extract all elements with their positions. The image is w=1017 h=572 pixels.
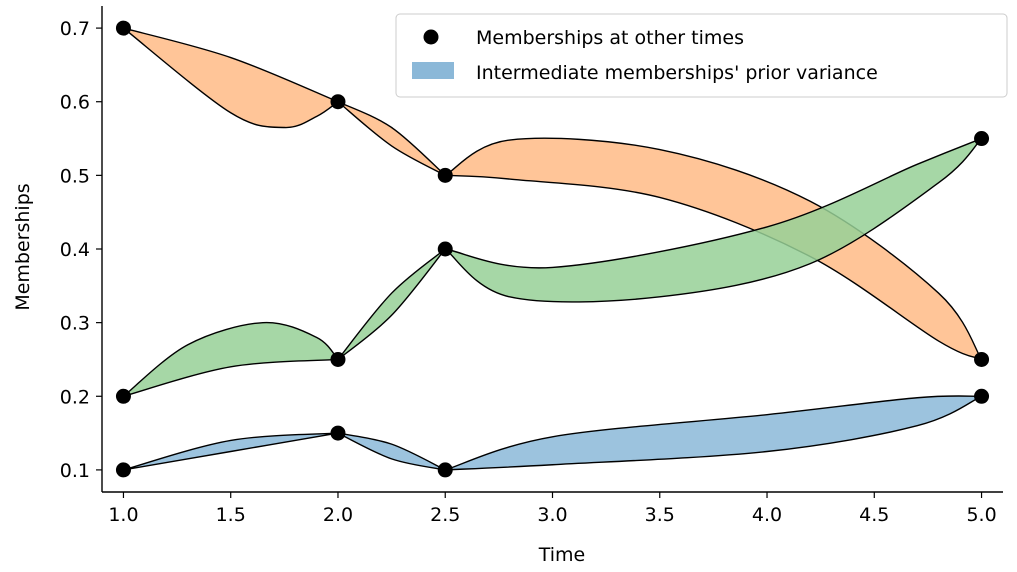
x-axis-ticks: 1.0 1.5 2.0 2.5 3.0 3.5 4.0 4.5 5.0 [108,492,997,526]
membership-point-series-1-0 [115,20,131,36]
x-tick-label: 3.0 [537,504,567,526]
x-tick-label: 5.0 [966,504,996,526]
bands-layer [122,27,983,471]
legend-entry-memberships: Memberships at other times [476,27,744,49]
legend-marker-icon [423,29,439,45]
legend: Memberships at other times Intermediate … [395,13,1008,98]
legend-frame [395,13,1008,98]
membership-point-series-1-1 [330,94,346,110]
markers-layer [115,20,990,478]
x-tick-label: 4.5 [859,504,889,526]
y-tick-label: 0.5 [60,165,90,187]
y-axis-ticks: 0.1 0.2 0.3 0.4 0.5 0.6 0.7 [60,18,102,482]
variance-band-series-1-segment-0 [122,27,339,129]
axes-frame [101,6,1003,493]
variance-band-series-2-segment-1 [337,248,446,361]
y-tick-label: 0.2 [60,386,90,408]
variance-band-series-0-segment-1 [337,432,446,471]
membership-point-series-0-2 [437,462,453,478]
variance-band-series-1-segment-1 [337,101,446,177]
y-tick-label: 0.4 [60,239,90,261]
x-tick-label: 2.5 [430,504,460,526]
variance-band-series-2-segment-0 [122,321,339,397]
variance-band-series-2-segment-2 [444,137,983,303]
variance-band-series-0-segment-2 [444,395,983,471]
membership-point-series-0-0 [115,462,131,478]
variance-band-series-0-segment-0 [122,432,339,471]
x-tick-label: 1.5 [216,504,246,526]
y-tick-label: 0.1 [60,460,90,482]
x-tick-label: 1.0 [108,504,138,526]
legend-variance-swatch [412,62,454,79]
x-tick-label: 4.0 [752,504,782,526]
membership-point-series-2-3 [974,131,990,147]
membership-point-series-0-3 [974,388,990,404]
membership-point-series-2-0 [115,388,131,404]
membership-point-series-2-1 [330,351,346,367]
membership-point-series-1-3 [974,351,990,367]
legend-entry-variance: Intermediate memberships' prior variance [476,62,878,84]
x-tick-label: 3.5 [645,504,675,526]
membership-point-series-2-2 [437,241,453,257]
y-tick-label: 0.6 [60,92,90,114]
x-axis-label: Time [538,544,586,566]
y-tick-label: 0.7 [60,18,90,40]
y-axis-label: Memberships [12,183,34,310]
membership-point-series-0-1 [330,425,346,441]
y-tick-label: 0.3 [60,313,90,335]
x-tick-label: 2.0 [323,504,353,526]
membership-point-series-1-2 [437,167,453,183]
